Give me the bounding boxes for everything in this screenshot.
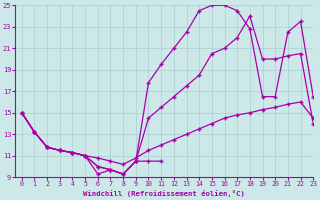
X-axis label: Windchill (Refroidissement éolien,°C): Windchill (Refroidissement éolien,°C) xyxy=(84,190,245,197)
